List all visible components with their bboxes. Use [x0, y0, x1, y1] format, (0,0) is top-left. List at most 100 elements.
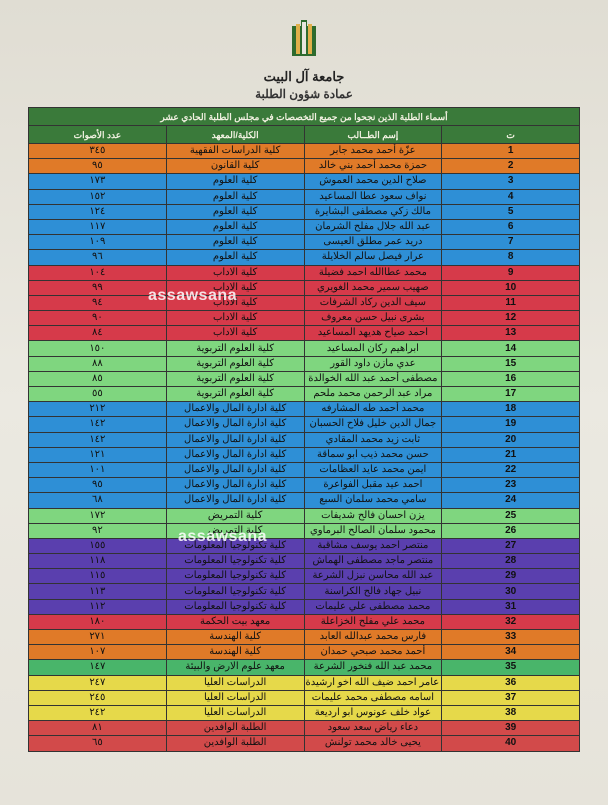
table-row: 31محمد مصطفى علي عليماتكلية تكنولوجيا ال…: [29, 599, 580, 614]
cell-name: عامر احمد ضيف الله اخو ارشيدة: [304, 675, 442, 690]
table-row: 10صهيب سمير محمد الغويريكلية الاداب٩٩: [29, 280, 580, 295]
cell-name: مراد عبد الرحمن محمد ملحم: [304, 387, 442, 402]
cell-index: 40: [442, 736, 580, 751]
table-row: 20ثابت زيد محمد المقاديكلية ادارة المال …: [29, 432, 580, 447]
cell-votes: ٢٤٢: [29, 705, 167, 720]
cell-votes: ٩٥: [29, 478, 167, 493]
cell-college: الدراسات العليا: [166, 690, 304, 705]
col-college: الكلية/المعهد: [166, 126, 304, 144]
cell-college: كلية الاداب: [166, 265, 304, 280]
table-row: 15عدي مازن داود القوركلية العلوم التربوي…: [29, 356, 580, 371]
col-idx: ت: [442, 126, 580, 144]
cell-name: عبد الله محاسن نبزل الشرعة: [304, 569, 442, 584]
cell-name: عدي مازن داود القور: [304, 356, 442, 371]
cell-votes: ٦٨: [29, 493, 167, 508]
cell-college: كلية العلوم: [166, 250, 304, 265]
cell-index: 5: [442, 204, 580, 219]
cell-votes: ١٤٢: [29, 417, 167, 432]
cell-index: 30: [442, 584, 580, 599]
cell-name: يحيى خالد محمد تولنش: [304, 736, 442, 751]
cell-name: محمود سلمان الصالح البرماوي: [304, 523, 442, 538]
cell-name: ثابت زيد محمد المقادي: [304, 432, 442, 447]
university-name: جامعة آل البيت: [28, 69, 580, 85]
cell-name: عزّة أحمد محمد جابر: [304, 144, 442, 159]
cell-votes: ٨٤: [29, 326, 167, 341]
cell-index: 4: [442, 189, 580, 204]
cell-index: 8: [442, 250, 580, 265]
cell-name: دعاء رياض سعد سعود: [304, 721, 442, 736]
cell-college: كلية ادارة المال والاعمال: [166, 402, 304, 417]
cell-index: 25: [442, 508, 580, 523]
cell-index: 1: [442, 144, 580, 159]
table-row: 24سامي محمد سلمان السبعكلية ادارة المال …: [29, 493, 580, 508]
cell-votes: ١٥٢: [29, 189, 167, 204]
cell-college: كلية تكنولوجيا المعلومات: [166, 538, 304, 553]
cell-name: يزن احسان فالح شديفات: [304, 508, 442, 523]
cell-college: الدراسات العليا: [166, 705, 304, 720]
cell-index: 11: [442, 295, 580, 310]
table-row: 11سيف الدين ركاد الشرفاتكلية الاداب٩٤: [29, 295, 580, 310]
cell-college: معهد علوم الارض والبيئة: [166, 660, 304, 675]
cell-votes: ٦٥: [29, 736, 167, 751]
cell-name: محمد مصطفى علي عليمات: [304, 599, 442, 614]
cell-college: كلية القانون: [166, 159, 304, 174]
cell-index: 18: [442, 402, 580, 417]
cell-name: منتصر احمد يوسف مشاقبة: [304, 538, 442, 553]
table-row: 26محمود سلمان الصالح البرماويكلية التمري…: [29, 523, 580, 538]
cell-votes: ١٠٩: [29, 235, 167, 250]
cell-college: كلية ادارة المال والاعمال: [166, 447, 304, 462]
cell-college: الطلبة الوافدين: [166, 736, 304, 751]
cell-college: كلية ادارة المال والاعمال: [166, 462, 304, 477]
cell-name: صهيب سمير محمد الغويري: [304, 280, 442, 295]
cell-index: 36: [442, 675, 580, 690]
cell-votes: ٨٥: [29, 371, 167, 386]
cell-college: كلية تكنولوجيا المعلومات: [166, 599, 304, 614]
cell-votes: ٣٤٥: [29, 144, 167, 159]
cell-votes: ٢١٢: [29, 402, 167, 417]
cell-college: كلية ادارة المال والاعمال: [166, 493, 304, 508]
cell-votes: ١٨٠: [29, 614, 167, 629]
cell-votes: ١١٧: [29, 219, 167, 234]
cell-index: 31: [442, 599, 580, 614]
table-row: 1عزّة أحمد محمد جابركلية الدراسات الفقهي…: [29, 144, 580, 159]
caption-cell: أسماء الطلبة الذين نجحوا من جميع التخصصا…: [29, 108, 580, 126]
table-row: 34أحمد محمد صبحي حمدانكلية الهندسة١٠٧: [29, 645, 580, 660]
cell-votes: ١١٥: [29, 569, 167, 584]
cell-index: 23: [442, 478, 580, 493]
cell-college: الدراسات العليا: [166, 675, 304, 690]
cell-votes: ١٠٤: [29, 265, 167, 280]
cell-name: سامي محمد سلمان السبع: [304, 493, 442, 508]
cell-index: 39: [442, 721, 580, 736]
cell-college: كلية العلوم التربوية: [166, 387, 304, 402]
document-page: جامعة آل البيت عمادة شؤون الطلبة أسماء ا…: [0, 0, 608, 805]
cell-college: كلية ادارة المال والاعمال: [166, 478, 304, 493]
cell-votes: ١١٨: [29, 554, 167, 569]
table-row: 6عبد الله جلال مفلح الشرمانكلية العلوم١١…: [29, 219, 580, 234]
cell-name: عواد خلف عونوس ابو ارديعة: [304, 705, 442, 720]
cell-college: كلية العلوم التربوية: [166, 341, 304, 356]
cell-name: نبيل جهاد فالح الكراسنة: [304, 584, 442, 599]
cell-votes: ١٧٣: [29, 174, 167, 189]
cell-votes: ٩٠: [29, 311, 167, 326]
cell-votes: ١٠١: [29, 462, 167, 477]
cell-college: كلية الاداب: [166, 311, 304, 326]
cell-name: عبد الله جلال مفلح الشرمان: [304, 219, 442, 234]
table-row: 32محمد علي مفلح الخزاعلةمعهد بيت الحكمة١…: [29, 614, 580, 629]
table-row: 23احمد عيد مقبل الفواعرةكلية ادارة المال…: [29, 478, 580, 493]
cell-college: كلية العلوم: [166, 189, 304, 204]
cell-votes: ١١٢: [29, 599, 167, 614]
cell-college: كلية التمريض: [166, 523, 304, 538]
cell-name: محمد علي مفلح الخزاعلة: [304, 614, 442, 629]
cell-name: احمد صياح هديهد المساعيد: [304, 326, 442, 341]
cell-college: كلية العلوم: [166, 174, 304, 189]
cell-votes: ٢٧١: [29, 630, 167, 645]
cell-index: 19: [442, 417, 580, 432]
cell-index: 38: [442, 705, 580, 720]
cell-college: كلية الدراسات الفقهية: [166, 144, 304, 159]
table-row: 9محمد عطاالله احمد فضيلةكلية الاداب١٠٤: [29, 265, 580, 280]
cell-name: أحمد محمد صبحي حمدان: [304, 645, 442, 660]
cell-name: اسامه مصطفى محمد عليمات: [304, 690, 442, 705]
table-row: 35محمد عبد الله فنخور الشرعةمعهد علوم ال…: [29, 660, 580, 675]
cell-college: كلية الاداب: [166, 280, 304, 295]
cell-name: سيف الدين ركاد الشرفات: [304, 295, 442, 310]
